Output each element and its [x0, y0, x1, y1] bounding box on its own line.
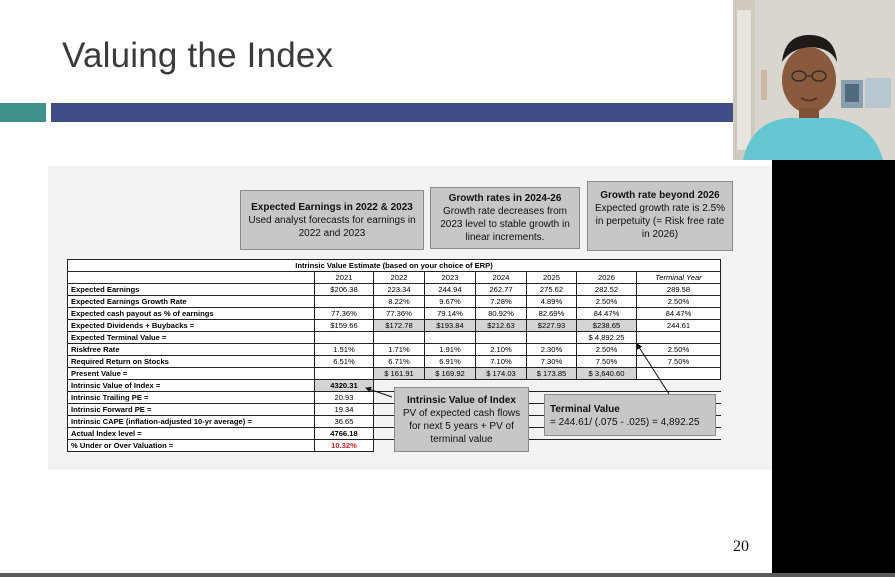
- callout-terminal-value: Terminal Value = 244.61/ (.075 - .025) =…: [544, 394, 716, 436]
- table-row: Expected Terminal Value = $ 4,892.25: [67, 331, 721, 344]
- table-cell: 1.71%: [373, 343, 425, 356]
- table-cell: [475, 331, 527, 344]
- table-cell: [373, 331, 425, 344]
- table-title-row: Intrinsic Value Estimate (based on your …: [67, 259, 721, 272]
- column-header: 2026: [576, 271, 637, 284]
- presenter-video-image: [733, 0, 895, 160]
- column-header: 2023: [424, 271, 476, 284]
- summary-value: 4320.31: [314, 379, 374, 392]
- table-cell: 7.50%: [636, 355, 721, 368]
- summary-value: 10.32%: [314, 439, 374, 452]
- table-cell: 6.91%: [424, 355, 476, 368]
- table-cell: 82.69%: [526, 307, 577, 320]
- table-row: Present Value = $ 161.91 $ 169.92 $ 174.03 $…: [67, 367, 721, 380]
- callout-terminal-value-body: = 244.61/ (.075 - .025) = 4,892.25: [550, 417, 700, 428]
- table-cell: 1.51%: [314, 343, 374, 356]
- summary-label: % Under or Over Valuation =: [67, 439, 315, 452]
- table-row: Riskfree Rate 1.51% 1.71% 1.91% 2.10% 2.30% 2.…: [67, 343, 721, 356]
- table-cell: 223.34: [373, 283, 425, 296]
- table-row: Expected cash payout as % of earnings 77.…: [67, 307, 721, 320]
- table-row: Expected Earnings $206.38 223.34 244.94 262.…: [67, 283, 721, 296]
- table-cell: 289.58: [636, 283, 721, 296]
- callout-intrinsic-value: Intrinsic Value of Index PV of expected …: [394, 387, 529, 452]
- table-cell: 6.71%: [373, 355, 425, 368]
- letterbox-right: [772, 160, 895, 577]
- table-cell: 7.10%: [475, 355, 527, 368]
- callout-intrinsic-value-title: Intrinsic Value of Index: [407, 395, 516, 406]
- row-label: Expected Earnings Growth Rate: [67, 295, 315, 308]
- table-cell: 244.61: [636, 319, 721, 332]
- callout-terminal-value-title: Terminal Value: [550, 404, 620, 415]
- bottom-edge: [0, 573, 895, 577]
- column-header: 2022: [373, 271, 425, 284]
- table-cell: 2.30%: [526, 343, 577, 356]
- slide-title: Valuing the Index: [62, 36, 334, 75]
- table-cell: $206.38: [314, 283, 374, 296]
- table-row: Required Return on Stocks 6.51% 6.71% 6.91%…: [67, 355, 721, 368]
- row-label: Required Return on Stocks: [67, 355, 315, 368]
- row-label: Expected Earnings: [67, 283, 315, 296]
- table-cell: 7.50%: [576, 355, 637, 368]
- summary-value: 36.65: [314, 415, 374, 428]
- table-cell: $193.84: [424, 319, 476, 332]
- arrow-to-terminal-value: [636, 343, 670, 395]
- callout-expected-earnings-title: Expected Earnings in 2022 & 2023: [251, 202, 413, 213]
- summary-row: Intrinsic Value of Index = 4320.31: [67, 379, 721, 392]
- presenter-video-feed: [733, 0, 895, 160]
- callout-growth-2024-26-body: Growth rate decreases from 2023 level to…: [440, 206, 570, 243]
- table-cell: [526, 331, 577, 344]
- callout-expected-earnings: Expected Earnings in 2022 & 2023 Used an…: [240, 190, 424, 250]
- callout-growth-beyond-2026: Growth rate beyond 2026 Expected growth …: [587, 181, 733, 251]
- row-label: Riskfree Rate: [67, 343, 315, 356]
- table-cell: $ 161.91: [373, 367, 425, 380]
- table-cell: $ 4,892.25: [576, 331, 637, 344]
- table-row: Expected Earnings Growth Rate 8.22% 9.67% 7…: [67, 295, 721, 308]
- table-header-row: 2021 2022 2023 2024 2025 2026 Terminal Year: [67, 271, 721, 284]
- table-cell: $159.66: [314, 319, 374, 332]
- table-cell: $212.63: [475, 319, 527, 332]
- table-cell: 275.62: [526, 283, 577, 296]
- row-label: Present Value =: [67, 367, 315, 380]
- callout-intrinsic-value-body: PV of expected cash flows for next 5 yea…: [402, 408, 521, 445]
- callout-growth-2024-26: Growth rates in 2024-26 Growth rate decr…: [430, 187, 580, 249]
- callout-expected-earnings-body: Used analyst forecasts for earnings in 2…: [248, 215, 416, 239]
- table-cell: $172.78: [373, 319, 425, 332]
- callout-growth-beyond-2026-title: Growth rate beyond 2026: [600, 190, 720, 201]
- table-cell: $ 173.85: [526, 367, 577, 380]
- table-title: Intrinsic Value Estimate (based on your …: [67, 259, 721, 272]
- table-cell: 2.50%: [636, 295, 721, 308]
- table-cell: 9.67%: [424, 295, 476, 308]
- table-cell: 2.50%: [636, 343, 721, 356]
- callout-growth-2024-26-title: Growth rates in 2024-26: [448, 193, 562, 204]
- page-number: 20: [733, 538, 749, 555]
- summary-value: 4766.18: [314, 427, 374, 440]
- table-cell: 2.10%: [475, 343, 527, 356]
- summary-value: 19.34: [314, 403, 374, 416]
- table-cell: 7.28%: [475, 295, 527, 308]
- accent-bar-navy: [51, 103, 751, 122]
- callout-growth-beyond-2026-body: Expected growth rate is 2.5% in perpetui…: [594, 203, 726, 240]
- arrow-to-intrinsic-value: [365, 386, 393, 398]
- accent-bar-teal: [0, 103, 46, 122]
- table-cell: 244.94: [424, 283, 476, 296]
